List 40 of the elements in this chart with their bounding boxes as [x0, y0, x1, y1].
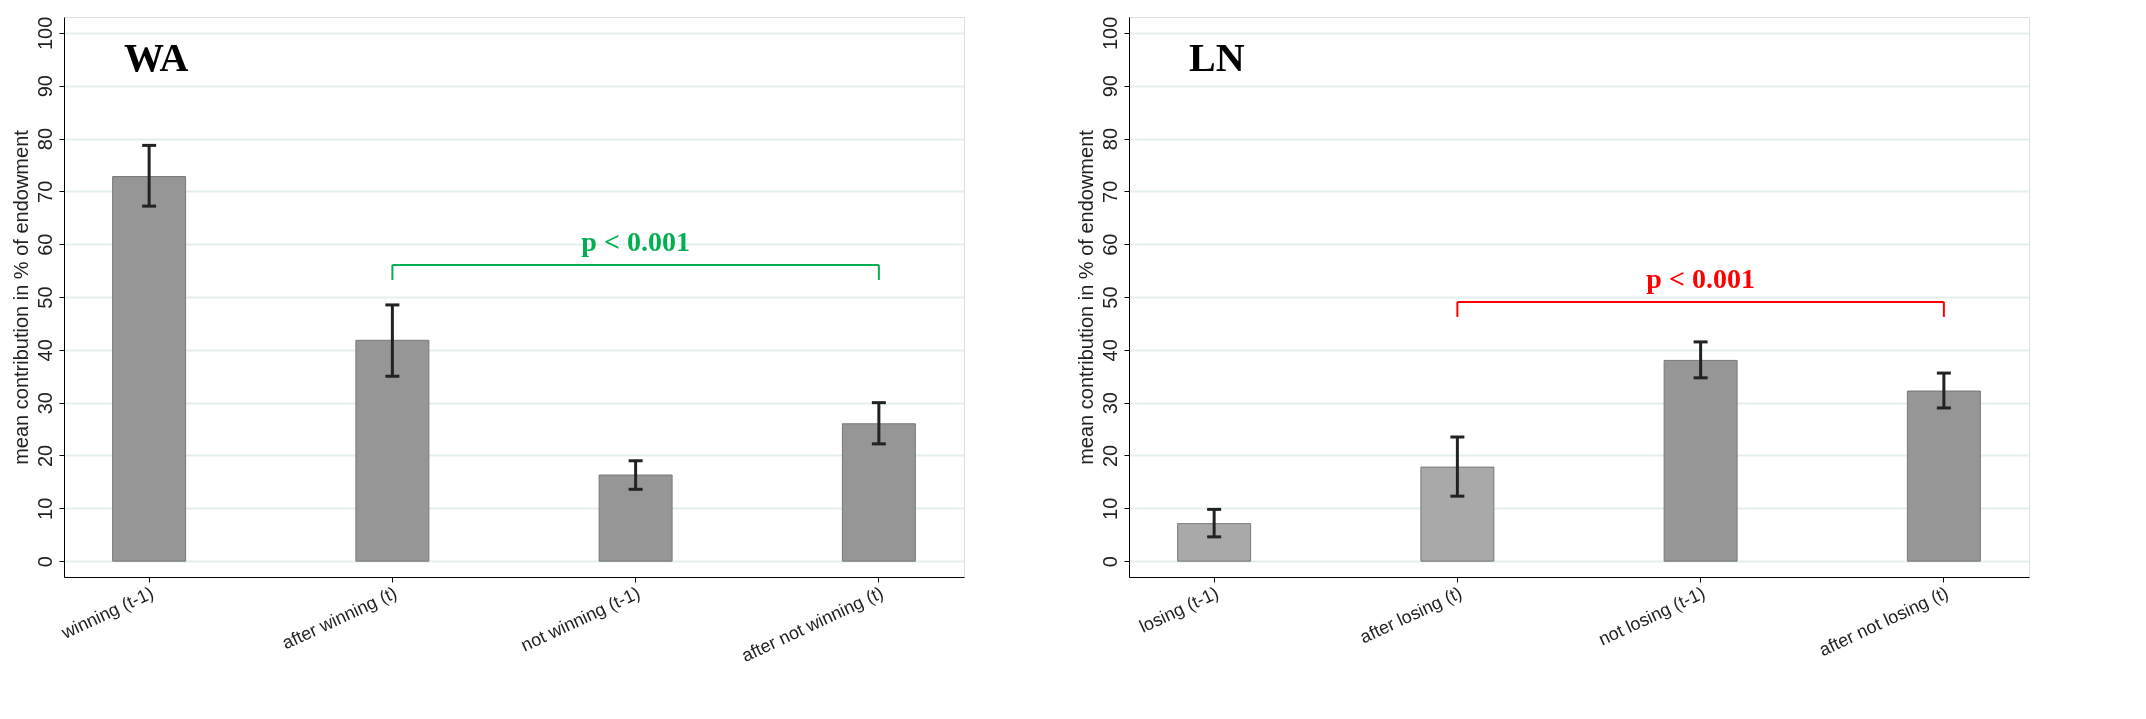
annotation: p < 0.001: [1646, 262, 1755, 294]
y-tick-label: 50: [33, 286, 56, 309]
y-tick-label: 20: [33, 444, 56, 468]
bar: [112, 176, 187, 562]
y-tick-label: 30: [1098, 392, 1121, 415]
chart-title: LN: [1189, 35, 1245, 80]
x-tick-label: after losing (t): [1356, 582, 1465, 648]
y-tick-label: 80: [1098, 127, 1121, 151]
y-tick-label: 80: [33, 127, 56, 151]
x-tick-label: not losing (t-1): [1595, 582, 1709, 650]
y-tick-label: 40: [1098, 339, 1121, 362]
bar: [1663, 359, 1738, 562]
y-tick-label: 90: [33, 75, 56, 98]
chart-title: WA: [124, 35, 189, 80]
y-tick-label: 40: [33, 339, 56, 362]
x-tick-label: losing (t-1): [1136, 582, 1222, 637]
y-axis-title: mean contribution in % of endowment: [1074, 129, 1097, 465]
y-tick-label: 60: [1098, 233, 1121, 256]
bar: [1906, 390, 1981, 562]
y-tick-label: 0: [1098, 556, 1121, 568]
y-tick-label: 50: [1098, 286, 1121, 309]
y-tick-label: 100: [1098, 16, 1121, 51]
y-tick-label: 60: [33, 233, 56, 256]
y-tick-label: 0: [33, 556, 56, 568]
y-tick-label: 70: [1098, 180, 1121, 203]
y-tick-label: 10: [1098, 497, 1121, 520]
bar: [1420, 466, 1495, 562]
bar: [355, 339, 430, 562]
annotation: p < 0.001: [581, 225, 690, 257]
y-tick-label: 30: [33, 392, 56, 415]
y-tick-label: 100: [33, 16, 56, 51]
y-tick-label: 70: [33, 180, 56, 203]
x-tick-label: after not losing (t): [1816, 582, 1952, 661]
bar: [598, 474, 673, 562]
bar: [841, 423, 916, 562]
bar: [1177, 523, 1252, 562]
y-tick-label: 10: [33, 497, 56, 520]
y-tick-label: 20: [1098, 444, 1121, 468]
y-axis-title: mean contribution in % of endowment: [9, 129, 32, 465]
y-tick-label: 90: [1098, 75, 1121, 98]
